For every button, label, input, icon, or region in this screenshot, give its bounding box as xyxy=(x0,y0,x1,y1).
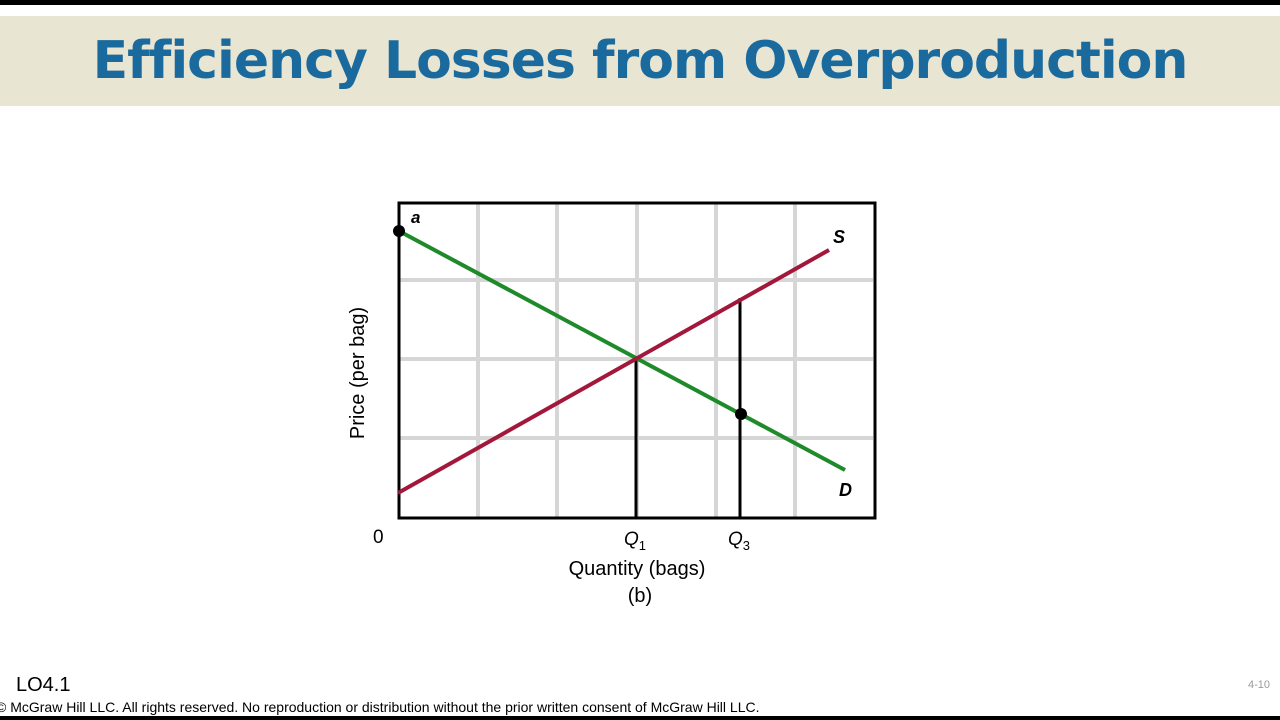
top-rule xyxy=(0,0,1280,5)
learning-objective-tag: LO4.1 xyxy=(16,674,71,696)
supply-label: S xyxy=(833,227,845,247)
title-band xyxy=(0,16,1280,106)
q1-label: Q1 xyxy=(624,529,646,553)
y-axis-label: Price (per bag) xyxy=(347,307,369,439)
supply-curve xyxy=(397,248,830,495)
q3-label: Q3 xyxy=(728,529,750,553)
bottom-rule xyxy=(0,716,1280,720)
demand-at-q3-point xyxy=(735,408,747,420)
point-a-label: a xyxy=(411,208,420,227)
copyright-notice: © McGraw Hill LLC. All rights reserved. … xyxy=(0,699,760,715)
origin-label: 0 xyxy=(373,527,384,548)
x-axis-label: Quantity (bags) xyxy=(569,558,706,580)
panel-label: (b) xyxy=(628,585,652,607)
point-a xyxy=(393,225,405,237)
demand-curve xyxy=(398,229,846,472)
demand-label: D xyxy=(839,480,852,500)
slide-number: 4-10 xyxy=(1247,679,1270,691)
slide-title: Efficiency Losses from Overproduction xyxy=(92,31,1189,91)
